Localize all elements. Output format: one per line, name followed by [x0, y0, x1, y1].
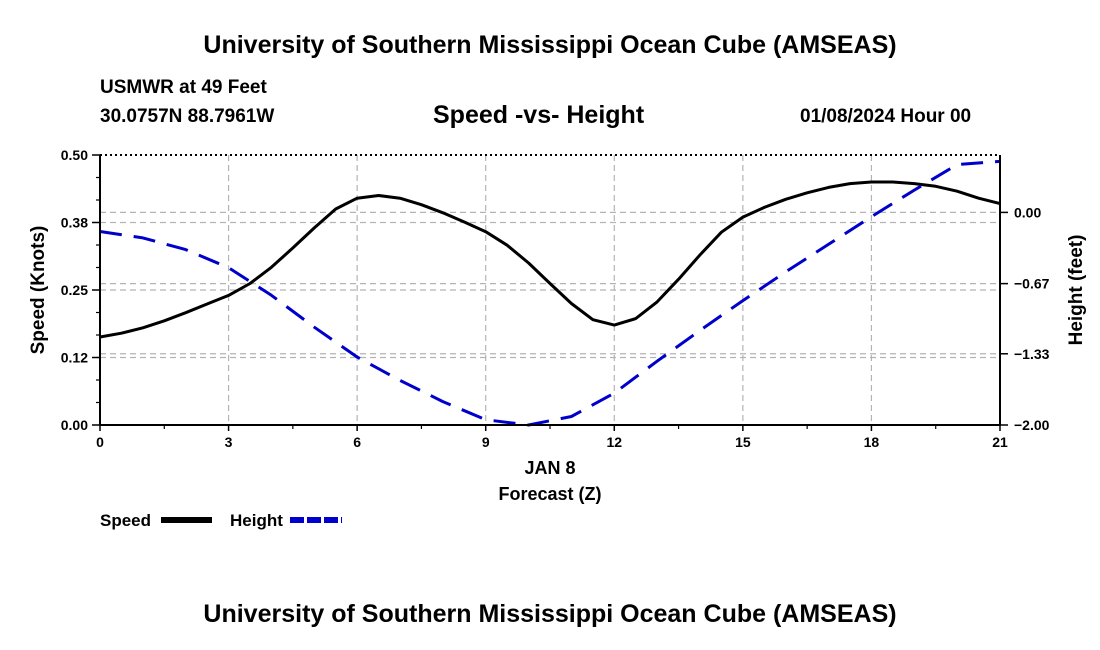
date-hour-label: 01/08/2024 Hour 00 — [800, 106, 972, 127]
x-tick-label-5: 15 — [735, 434, 751, 450]
footer-title: University of Southern Mississippi Ocean… — [203, 600, 897, 628]
legend-speed-label: Speed — [100, 511, 151, 530]
y2-tick-label-1: −1.33 — [1014, 346, 1050, 362]
legend: Speed Height — [100, 511, 342, 530]
height-series-line — [99, 159, 1001, 427]
y2-tick-label-0: −2.00 — [1014, 417, 1050, 433]
ticks: 0 3 6 9 12 15 18 21 0.00 0.12 0.25 0.38 0.50 −2.00 −1.… — [61, 147, 1050, 450]
legend-height-label: Height — [230, 511, 283, 530]
series-lines — [99, 159, 1001, 427]
x-axis-date-label: JAN 8 — [524, 458, 575, 478]
x-tick-label-3: 9 — [482, 434, 490, 450]
x-tick-label-2: 6 — [353, 434, 361, 450]
y-tick-label-4: 0.50 — [61, 147, 88, 163]
x-tick-label-0: 0 — [96, 434, 104, 450]
y-tick-label-2: 0.25 — [61, 282, 88, 298]
x-tick-label-6: 18 — [864, 434, 880, 450]
y-tick-label-0: 0.00 — [61, 417, 88, 433]
y2-tick-label-2: −0.67 — [1014, 276, 1050, 292]
y2-tick-label-3: 0.00 — [1014, 204, 1041, 220]
y-tick-label-3: 0.38 — [61, 215, 88, 231]
chart-title: Speed -vs- Height — [433, 101, 645, 129]
station-label: USMWR at 49 Feet — [100, 77, 267, 98]
y-axis-title: Speed (Knots) — [28, 226, 49, 355]
x-axis-title: Forecast (Z) — [498, 484, 601, 504]
speed-series-line — [99, 180, 1001, 339]
coordinates-label: 30.0757N 88.7961W — [100, 106, 275, 127]
x-tick-label-7: 21 — [992, 434, 1008, 450]
x-tick-label-1: 3 — [225, 434, 233, 450]
main-title: University of Southern Mississippi Ocean… — [203, 31, 897, 59]
x-tick-label-4: 12 — [606, 434, 622, 450]
grid-lines — [100, 155, 1000, 426]
y-tick-label-1: 0.12 — [61, 350, 88, 366]
y2-axis-title: Height (feet) — [1066, 235, 1087, 346]
